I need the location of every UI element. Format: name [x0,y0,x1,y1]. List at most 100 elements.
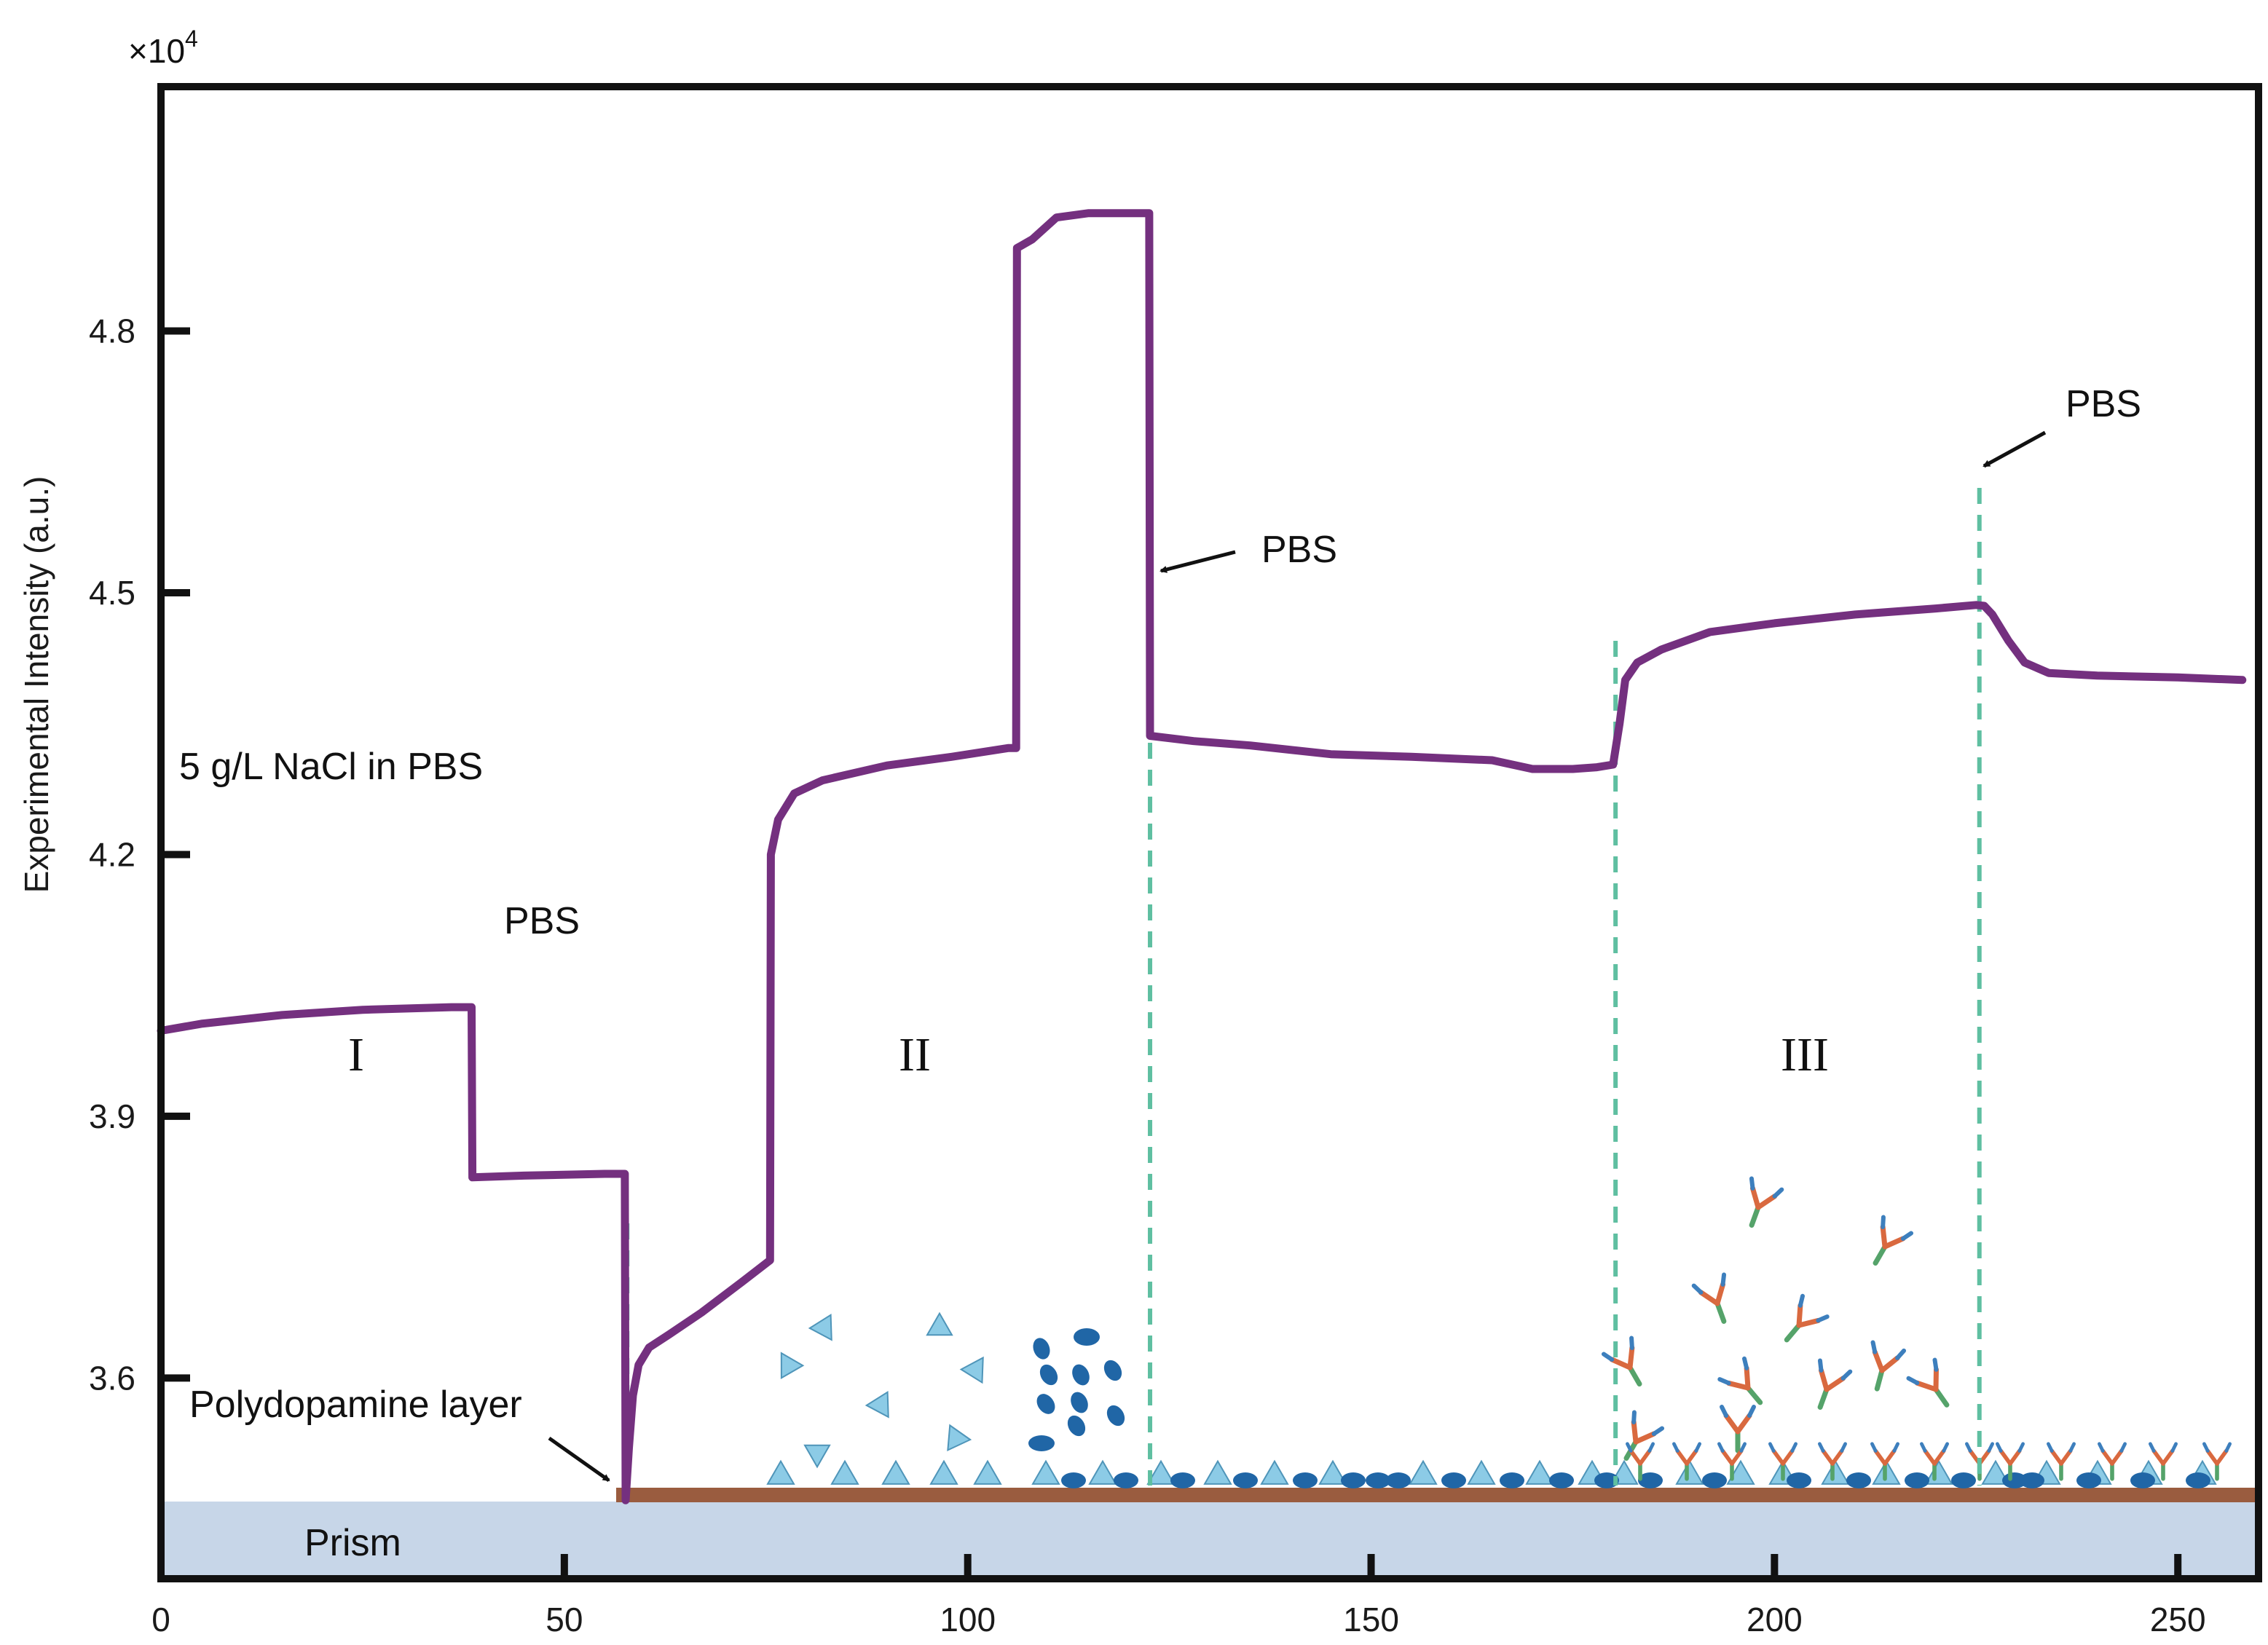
antibody-icon [1749,1176,1784,1228]
ellipse-molecule-icon [1441,1472,1466,1488]
antibody-icon [1995,1442,2025,1481]
ellipse-molecule-icon [1549,1472,1574,1488]
ellipse-molecule-icon [1702,1472,1727,1488]
ellipse-molecule-icon [1033,1338,1050,1360]
antibody-icon [1873,1215,1914,1266]
triangle-molecule-icon [1318,1459,1347,1485]
ellipse-molecule-icon [1036,1394,1055,1414]
x-tick-label: 150 [1343,1601,1399,1638]
y-tick-label: 4.5 [89,574,135,612]
triangle-molecule-icon [1409,1459,1438,1485]
antibody-icon [1768,1442,1798,1481]
ellipse-molecule-icon [1905,1472,1929,1488]
y-tick-label: 4.8 [89,312,135,350]
ellipse-molecule-icon [2186,1472,2210,1488]
antibody-icon [2148,1442,2178,1481]
ellipse-molecule-icon [1293,1472,1318,1488]
y-axis-title: Experimental Intensity (a.u.) [17,476,55,893]
ellipse-molecule-icon [1594,1472,1619,1488]
ellipse-molecule-icon [1233,1472,1258,1488]
x-tick-label: 50 [546,1601,583,1638]
triangle-molecule-icon [830,1459,859,1485]
y-axis-ticks: 3.6 3.9 4.2 4.5 4.8 [89,312,190,1397]
ellipse-molecule-icon [1071,1392,1088,1413]
triangle-molecule-icon [1924,1459,1953,1485]
annotation-nacl: 5 g/L NaCl in PBS [179,746,483,788]
ellipse-molecule-icon [1500,1472,1524,1488]
triangle-molecule-icon [1726,1459,1755,1485]
ellipse-molecule-icon [1072,1364,1090,1386]
ellipse-molecule-icon [2020,1472,2044,1488]
triangle-molecule-icon [1203,1459,1232,1485]
antibody-icon [1817,1442,1848,1481]
prism-label: Prism [304,1522,401,1564]
antibody-icon [1717,1442,1747,1481]
triangle-molecule-icon [865,1391,889,1419]
triangle-molecule-icon [1675,1459,1704,1485]
ellipse-molecule-icon [1039,1364,1058,1386]
triangle-molecule-icon [1821,1459,1850,1485]
antibody-icon [1717,1356,1763,1405]
ellipse-molecule-icon [1028,1435,1055,1451]
polydopamine-substrate [616,1488,2258,1502]
antibody-icon [1870,1442,1900,1481]
ellipse-molecule-icon [2076,1472,2101,1488]
ellipse-molecule-icon [1067,1415,1086,1437]
triangle-molecule-icon [766,1459,795,1485]
ellipse-molecule-icon [1846,1472,1871,1488]
x-axis-ticks: 0 50 100 150 200 250 [151,1554,2206,1638]
antibody-icon [1870,1340,1907,1392]
x-tick-label: 200 [1747,1601,1803,1638]
triangle-molecule-icon [947,1424,972,1452]
region-label-2: II [899,1028,931,1081]
x-tick-label: 0 [151,1601,170,1638]
ellipse-molecule-icon [1170,1472,1195,1488]
triangle-molecule-icon [1031,1459,1060,1485]
triangle-molecule-icon [929,1459,958,1485]
antibody-icon [1691,1272,1727,1324]
y-tick-label: 3.9 [89,1097,135,1135]
arrow-pbs-2 [1159,550,1236,573]
region-label-1: I [348,1028,364,1081]
triangle-molecule-icon [1260,1459,1289,1485]
y-multiplier-exponent: 4 [185,25,198,52]
y-multiplier: ×104 [128,25,198,70]
triangle-molecule-icon [973,1459,1002,1485]
plot-frame [157,83,2262,1582]
series-line [157,209,2247,1504]
annotation-pbs-1: PBS [504,900,580,942]
triangle-molecule-icon [926,1311,953,1336]
antibody-icon [1601,1336,1642,1387]
ellipse-molecule-icon [1341,1472,1366,1488]
x-tick-label: 250 [2150,1601,2206,1638]
ellipse-molecule-icon [1103,1360,1122,1381]
triangle-molecule-icon [1146,1459,1176,1485]
ellipse-molecule-icon [1106,1405,1125,1427]
triangle-molecule-icon [803,1444,831,1469]
antibody-icon [1784,1293,1830,1343]
antibody-icon [1919,1442,1950,1481]
triangle-molecule-icon [881,1459,910,1485]
y-tick-label: 3.6 [89,1359,135,1397]
annotation-pbs-2: PBS [1261,529,1337,571]
ellipse-molecule-icon [1074,1328,1100,1346]
annotation-polydopamine: Polydopamine layer [189,1384,522,1426]
y-multiplier-base: ×10 [128,32,185,70]
ellipse-molecule-icon [1951,1472,1976,1488]
antibody-icon [2202,1442,2232,1481]
prism-block [163,1502,2258,1577]
ellipse-molecule-icon [2130,1472,2155,1488]
y-tick-label: 4.2 [89,835,135,873]
triangle-molecule-icon [1467,1459,1496,1485]
antibody-icon [1906,1357,1950,1408]
arrow-pbs-3 [1982,430,2047,468]
ellipse-molecule-icon [1061,1472,1086,1488]
ellipse-molecule-icon [1787,1472,1811,1488]
triangle-molecule-icon [959,1356,984,1384]
triangle-molecule-icon [1088,1459,1117,1485]
molecule-illustrations [766,1176,2232,1488]
arrow-polydopamine [548,1436,610,1483]
antibody-icon [2097,1442,2127,1481]
ellipse-molecule-icon [1114,1472,1138,1488]
